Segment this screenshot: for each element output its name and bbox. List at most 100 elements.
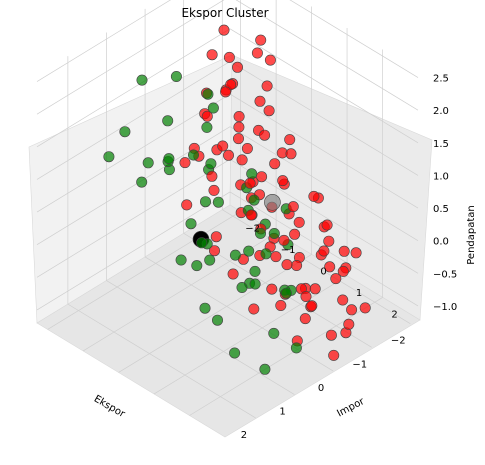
y-tick-label: −1	[281, 245, 296, 256]
data-point	[249, 265, 261, 277]
data-point	[207, 102, 219, 114]
grid-line-z-right	[229, 61, 419, 176]
data-point	[212, 196, 224, 208]
data-point	[199, 302, 211, 314]
x-tick-label: 2	[241, 430, 247, 441]
grid-line-z-right	[229, 28, 419, 144]
data-point	[299, 313, 311, 325]
data-point	[268, 327, 280, 339]
data-point	[293, 216, 305, 228]
z-tick-label: 0.5	[433, 204, 449, 215]
x-tick-label: −1	[352, 359, 367, 370]
data-point	[223, 51, 235, 63]
pane-floor	[36, 204, 421, 438]
data-point	[205, 158, 217, 170]
data-point	[212, 314, 224, 326]
z-axis-label: Pendapatan	[466, 205, 477, 265]
data-point	[264, 54, 276, 66]
data-point	[309, 283, 321, 295]
data-point	[318, 245, 330, 257]
data-point	[206, 170, 218, 182]
z-tick-label: 0.0	[433, 237, 449, 248]
data-point	[162, 115, 174, 127]
data-point	[188, 149, 200, 161]
data-point	[185, 218, 197, 230]
grid-line-z-right	[229, 93, 419, 209]
y-tick-label: −2	[245, 224, 260, 235]
data-point	[206, 49, 218, 61]
data-point	[254, 95, 266, 107]
data-point	[263, 105, 275, 117]
z-tick-label: −0.5	[433, 269, 457, 280]
data-point	[119, 126, 131, 138]
data-point	[220, 86, 232, 98]
x-tick-label: −2	[391, 336, 406, 347]
y-axis-label: Impor	[335, 396, 367, 420]
data-point	[229, 347, 241, 359]
data-point	[284, 134, 296, 146]
z-tick-label: −1.0	[433, 302, 457, 313]
data-point	[269, 158, 281, 170]
data-point	[324, 261, 336, 273]
data-point	[243, 245, 255, 257]
y-tick-label: 1	[356, 288, 362, 299]
data-point	[136, 176, 148, 188]
data-point	[201, 110, 213, 122]
chart-title: Ekspor Cluster	[181, 6, 268, 20]
data-point	[337, 294, 349, 306]
x-tick-label: 1	[279, 407, 285, 418]
data-point	[323, 235, 335, 247]
data-point	[142, 157, 154, 169]
grid-line-z-left	[36, 0, 225, 115]
data-point	[255, 34, 267, 46]
grid-line-z-right	[235, 0, 419, 111]
data-point	[321, 219, 333, 231]
data-point	[289, 228, 301, 240]
data-point	[308, 190, 320, 202]
data-point	[256, 171, 268, 183]
data-point	[201, 121, 213, 133]
grid-line-x	[144, 256, 334, 372]
data-point	[233, 133, 245, 145]
data-point	[136, 74, 148, 86]
data-point	[179, 157, 191, 169]
data-point	[300, 290, 312, 302]
data-point	[306, 300, 318, 312]
grid-line-y	[189, 297, 383, 416]
data-point	[278, 234, 290, 246]
grid-line-z-left	[36, 61, 231, 180]
data-point	[236, 154, 248, 166]
data-point	[260, 248, 272, 260]
data-point	[248, 303, 260, 315]
centroid-point	[264, 194, 281, 211]
grid-line-z-left	[36, 159, 231, 278]
data-point	[246, 168, 258, 180]
data-point	[281, 259, 293, 271]
data-point	[227, 268, 239, 280]
grid-line-y	[47, 211, 241, 330]
grid-line-z-right	[229, 126, 419, 241]
data-point	[338, 245, 350, 257]
data-point	[359, 302, 371, 314]
grid-line-y	[118, 254, 312, 373]
data-point	[275, 299, 287, 311]
data-point	[210, 231, 222, 243]
data-point	[208, 184, 220, 196]
data-point	[328, 349, 340, 361]
data-point	[270, 251, 282, 263]
data-point	[249, 278, 261, 290]
grid-line-z-right	[289, 0, 419, 78]
data-point	[287, 201, 299, 213]
data-point	[163, 153, 175, 165]
data-point	[285, 148, 297, 160]
data-point	[346, 304, 358, 316]
grid-line-y	[153, 275, 348, 395]
data-point	[196, 237, 208, 249]
data-point	[245, 209, 257, 221]
data-point	[350, 247, 362, 259]
z-tick-label: 2.5	[433, 74, 449, 85]
data-point	[232, 61, 244, 73]
data-point	[200, 196, 212, 208]
data-point	[191, 260, 203, 272]
